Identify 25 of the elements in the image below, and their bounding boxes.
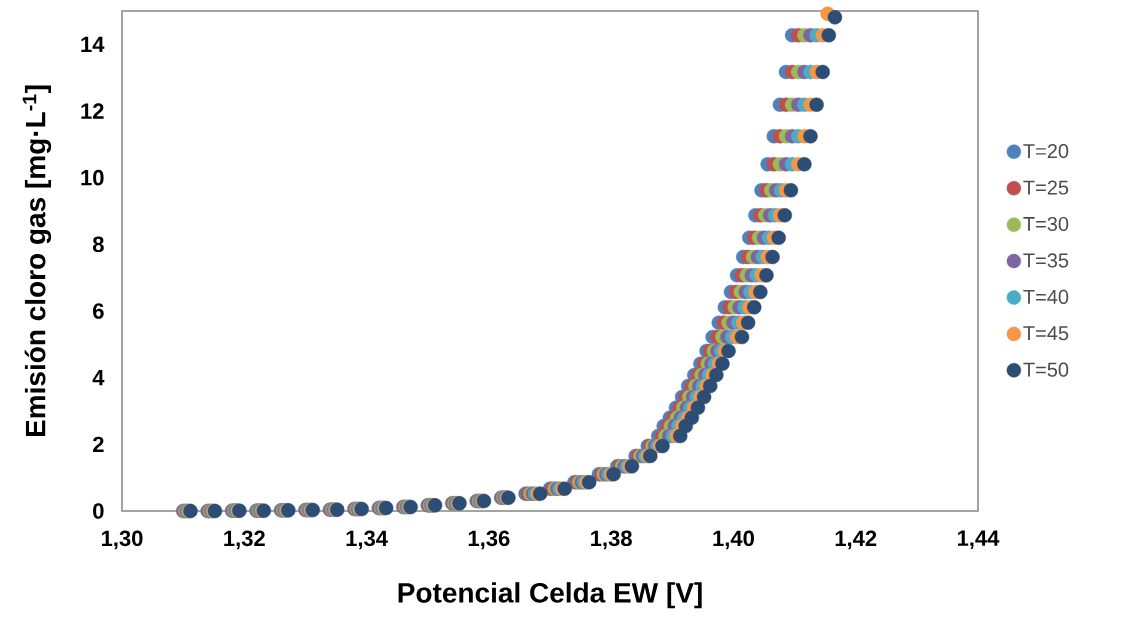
y-tick-label: 4 xyxy=(92,370,105,386)
y-axis-title: Emisión cloro gas [mg·L$^{-1}$] xyxy=(22,85,52,437)
x-tick-label: 1,32 xyxy=(224,530,265,550)
y-tick-label: 14 xyxy=(81,36,105,52)
legend-label: T=20 xyxy=(1023,143,1069,159)
x-tick-label: 1,36 xyxy=(468,530,510,550)
x-axis-title: Potencial Celda EW [V] xyxy=(398,582,702,609)
x-tick-label: 1,30 xyxy=(101,530,143,550)
x-tick-label: 1,38 xyxy=(591,530,632,550)
y-tick-label: 8 xyxy=(92,236,104,253)
legend-label: T=25 xyxy=(1023,180,1069,195)
x-tick-label: 1,40 xyxy=(713,530,754,550)
x-tick-label: 1,34 xyxy=(346,530,388,550)
y-tick-label: 0 xyxy=(93,503,104,519)
legend-label: T=40 xyxy=(1023,289,1069,304)
legend-label: T=45 xyxy=(1023,326,1069,341)
x-tick-label: 1,44 xyxy=(957,530,1000,550)
legend-label: T=30 xyxy=(1023,216,1069,232)
y-tick-label: 10 xyxy=(81,169,104,186)
y-tick-label: 6 xyxy=(93,303,104,319)
legend-label: T=35 xyxy=(1023,253,1069,268)
x-tick-label: 1,42 xyxy=(835,530,877,550)
legend-label: T=50 xyxy=(1023,362,1069,377)
y-tick-label: 12 xyxy=(81,103,104,119)
y-tick-label: 2 xyxy=(93,436,104,453)
